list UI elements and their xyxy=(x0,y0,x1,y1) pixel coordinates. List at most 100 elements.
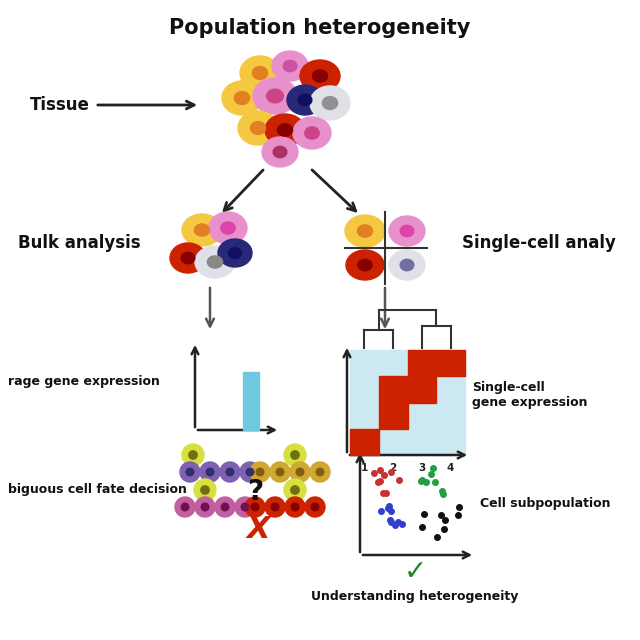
Bar xyxy=(243,372,259,430)
Ellipse shape xyxy=(228,248,241,259)
Ellipse shape xyxy=(310,86,350,120)
Ellipse shape xyxy=(345,215,385,247)
Bar xyxy=(408,350,436,403)
Circle shape xyxy=(195,497,215,517)
Circle shape xyxy=(241,503,249,511)
Text: Single-cell
gene expression: Single-cell gene expression xyxy=(472,381,588,409)
Ellipse shape xyxy=(389,250,425,280)
Circle shape xyxy=(194,479,216,501)
Circle shape xyxy=(305,497,325,517)
Circle shape xyxy=(291,451,299,459)
Ellipse shape xyxy=(253,78,297,114)
Circle shape xyxy=(200,462,220,482)
Circle shape xyxy=(246,468,254,476)
Ellipse shape xyxy=(358,259,372,271)
Ellipse shape xyxy=(222,81,262,115)
Ellipse shape xyxy=(170,243,206,273)
Circle shape xyxy=(181,503,189,511)
Ellipse shape xyxy=(293,117,331,149)
Circle shape xyxy=(206,468,214,476)
Ellipse shape xyxy=(277,124,292,136)
Circle shape xyxy=(201,486,209,494)
Bar xyxy=(350,350,465,455)
Ellipse shape xyxy=(218,239,252,267)
Ellipse shape xyxy=(182,214,222,246)
Circle shape xyxy=(296,468,304,476)
Ellipse shape xyxy=(250,122,266,134)
Circle shape xyxy=(180,462,200,482)
Circle shape xyxy=(270,462,290,482)
Ellipse shape xyxy=(240,56,280,90)
Ellipse shape xyxy=(273,147,287,157)
Ellipse shape xyxy=(252,67,268,79)
Circle shape xyxy=(271,503,279,511)
Circle shape xyxy=(251,503,259,511)
Ellipse shape xyxy=(181,252,195,264)
Ellipse shape xyxy=(400,259,414,271)
Bar xyxy=(436,350,465,376)
Bar xyxy=(379,376,408,429)
Ellipse shape xyxy=(323,97,338,109)
Ellipse shape xyxy=(400,225,414,237)
Ellipse shape xyxy=(287,85,323,115)
Text: Tissue: Tissue xyxy=(30,96,90,114)
Circle shape xyxy=(226,468,234,476)
Ellipse shape xyxy=(300,60,340,92)
Ellipse shape xyxy=(207,256,223,268)
Circle shape xyxy=(316,468,324,476)
Circle shape xyxy=(201,503,209,511)
Circle shape xyxy=(284,444,306,466)
Text: Population heterogeneity: Population heterogeneity xyxy=(170,18,470,38)
Text: biguous cell fate decision: biguous cell fate decision xyxy=(8,483,187,497)
Circle shape xyxy=(291,503,299,511)
Text: X: X xyxy=(246,515,269,545)
Ellipse shape xyxy=(234,92,250,104)
Text: 4: 4 xyxy=(447,463,454,473)
Ellipse shape xyxy=(346,250,384,280)
Ellipse shape xyxy=(265,114,305,146)
Text: Bulk analysis: Bulk analysis xyxy=(18,234,141,252)
Circle shape xyxy=(175,497,195,517)
Circle shape xyxy=(284,479,306,501)
Circle shape xyxy=(250,462,270,482)
Circle shape xyxy=(291,486,299,494)
Circle shape xyxy=(215,497,235,517)
Ellipse shape xyxy=(357,225,372,237)
Text: ?: ? xyxy=(247,478,263,506)
Text: 1: 1 xyxy=(361,463,368,473)
Ellipse shape xyxy=(267,89,284,103)
Circle shape xyxy=(189,451,197,459)
Circle shape xyxy=(311,503,319,511)
Circle shape xyxy=(245,497,265,517)
Circle shape xyxy=(186,468,194,476)
Circle shape xyxy=(221,503,229,511)
Circle shape xyxy=(276,468,284,476)
Ellipse shape xyxy=(298,94,312,106)
Text: rage gene expression: rage gene expression xyxy=(8,376,160,388)
Text: ✓: ✓ xyxy=(403,558,427,586)
Circle shape xyxy=(285,497,305,517)
Ellipse shape xyxy=(195,246,235,278)
Ellipse shape xyxy=(262,137,298,167)
Circle shape xyxy=(235,497,255,517)
Circle shape xyxy=(290,462,310,482)
Circle shape xyxy=(310,462,330,482)
Text: Understanding heterogeneity: Understanding heterogeneity xyxy=(311,590,518,603)
Text: 3: 3 xyxy=(419,463,426,473)
Ellipse shape xyxy=(272,51,308,81)
Ellipse shape xyxy=(238,111,278,145)
Ellipse shape xyxy=(221,222,236,234)
Circle shape xyxy=(265,497,285,517)
Circle shape xyxy=(256,468,264,476)
Text: Single-cell analy: Single-cell analy xyxy=(462,234,616,252)
Circle shape xyxy=(240,462,260,482)
Ellipse shape xyxy=(305,127,319,139)
Ellipse shape xyxy=(389,216,425,246)
Circle shape xyxy=(220,462,240,482)
Bar xyxy=(350,429,379,455)
Ellipse shape xyxy=(283,60,297,72)
Circle shape xyxy=(182,444,204,466)
Text: 2: 2 xyxy=(390,463,397,473)
Ellipse shape xyxy=(312,70,328,82)
Text: Cell subpopulation: Cell subpopulation xyxy=(480,497,611,509)
